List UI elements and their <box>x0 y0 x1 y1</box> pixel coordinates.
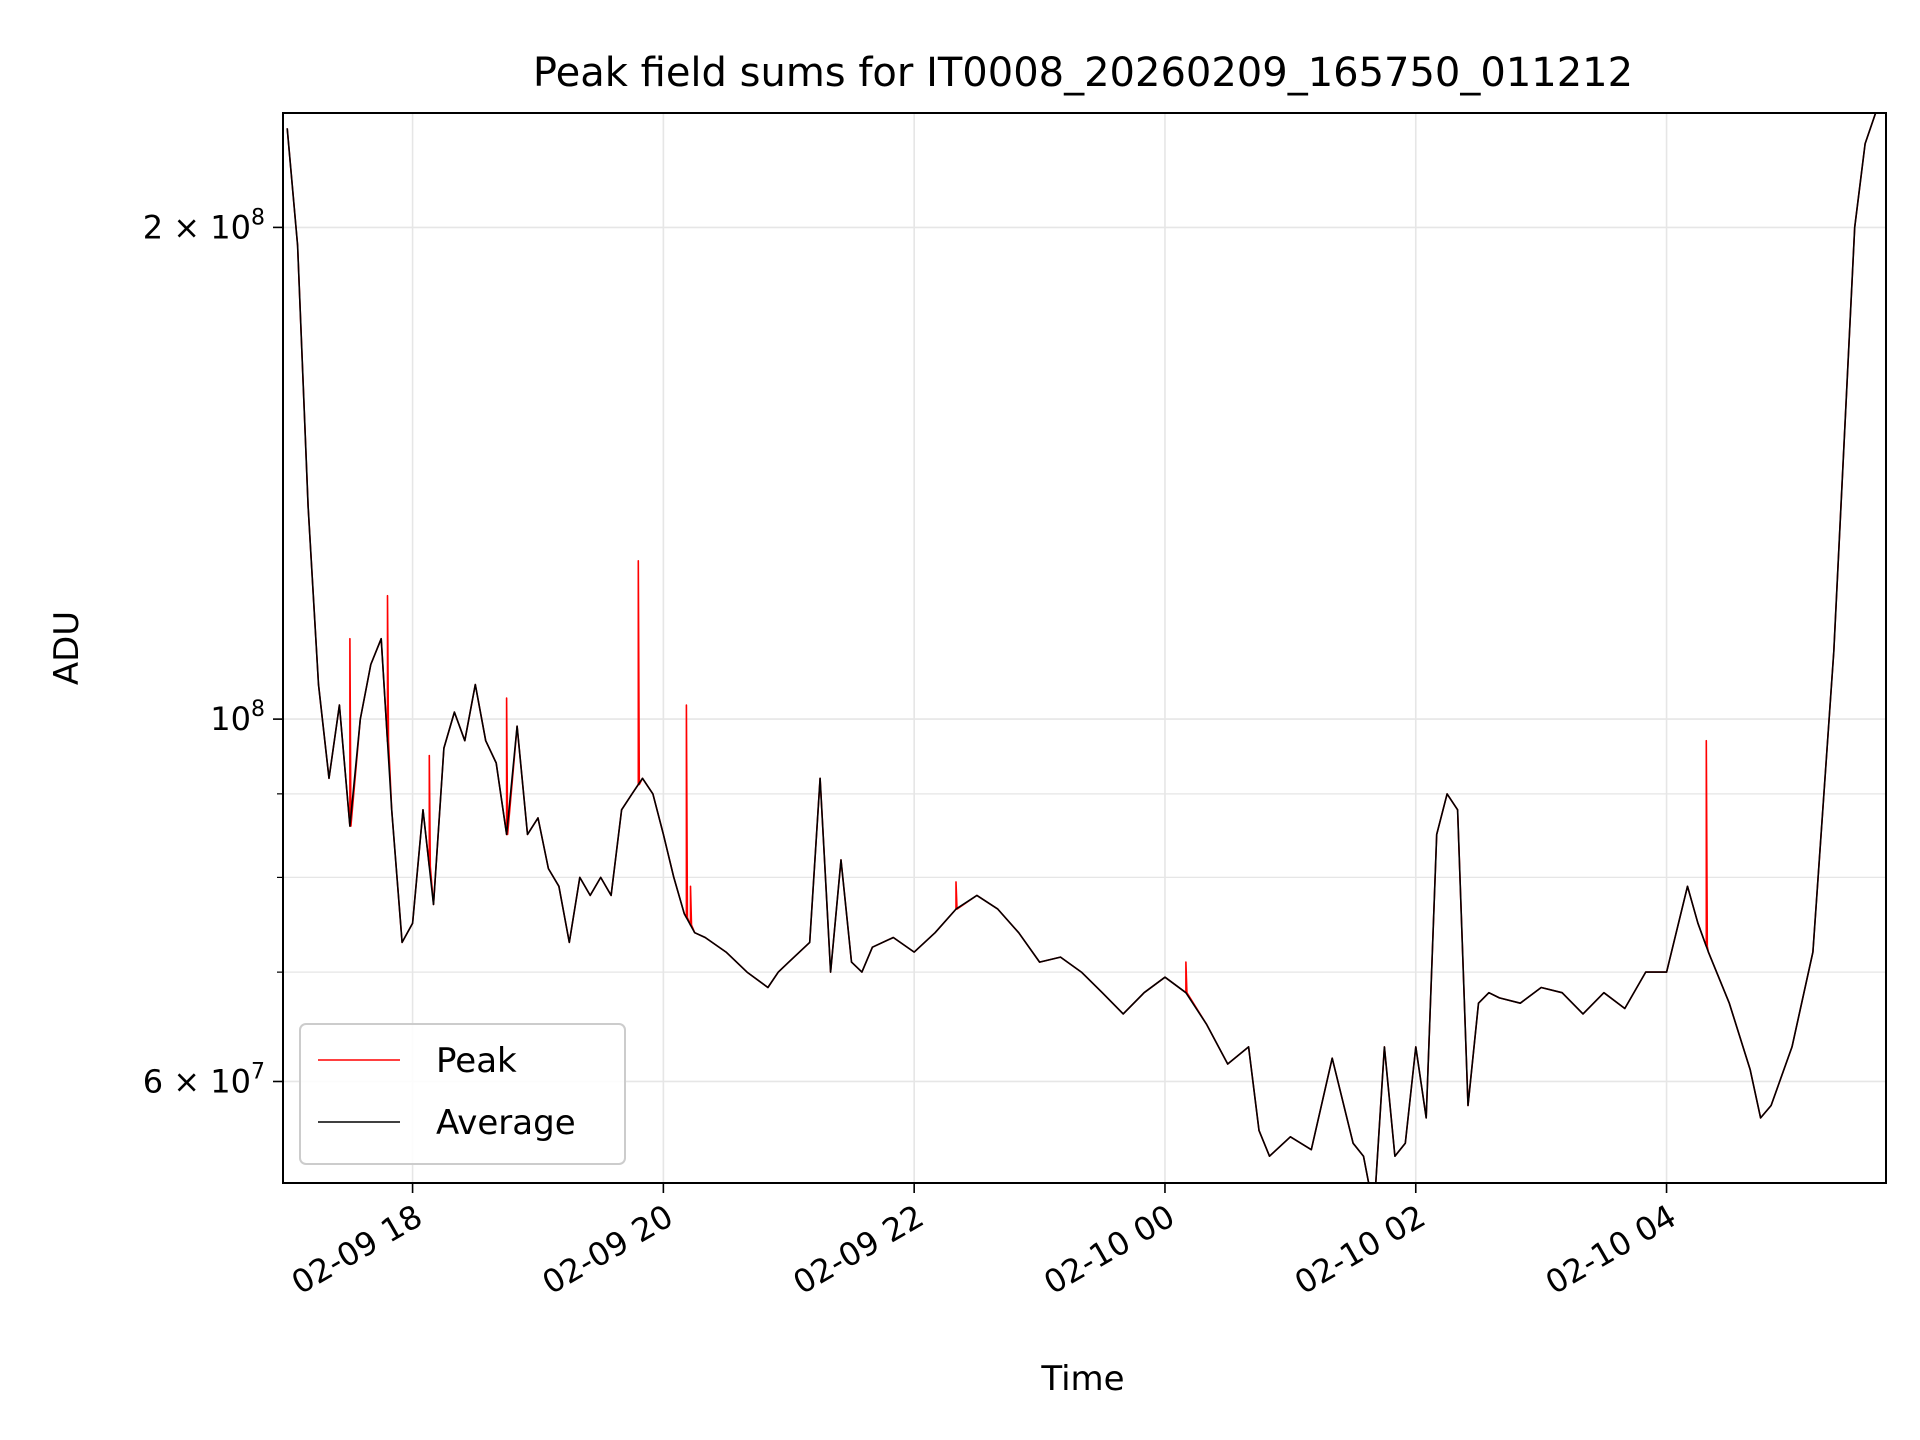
y-tick-base: 2 × 10 <box>143 208 251 246</box>
x-tick-label: 02-10 00 <box>1037 1197 1181 1302</box>
legend-average-label: Average <box>436 1103 576 1143</box>
y-tick-base: 10 <box>210 700 251 738</box>
legend-box <box>299 1023 626 1165</box>
y-tick-base: 6 × 10 <box>143 1062 251 1100</box>
y-axis-label: ADU <box>47 611 87 685</box>
grid <box>283 113 1886 1183</box>
legend-peak-label: Peak <box>436 1041 517 1081</box>
y-tick-exponent: 8 <box>251 697 265 722</box>
series-line-average <box>286 113 1877 1183</box>
y-tick-label: 2 × 108 <box>143 205 265 246</box>
y-tick-exponent: 8 <box>251 205 265 230</box>
y-tick-label: 108 <box>210 697 265 738</box>
x-axis-label: Time <box>1040 1359 1124 1399</box>
plot-area <box>286 113 1877 1183</box>
legend: Peak Average <box>299 1023 626 1165</box>
x-tick-label: 02-10 04 <box>1539 1197 1683 1302</box>
x-tick-label: 02-09 20 <box>536 1197 680 1302</box>
x-tick-label: 02-09 22 <box>787 1197 931 1302</box>
y-tick-exponent: 7 <box>251 1059 265 1084</box>
chart-title: Peak field sums for IT0008_20260209_1657… <box>533 50 1633 96</box>
x-tick-label: 02-09 18 <box>285 1197 429 1302</box>
x-tick-label: 02-10 02 <box>1288 1197 1432 1302</box>
plot-frame <box>282 112 1887 1184</box>
y-tick-label: 6 × 107 <box>143 1059 265 1100</box>
